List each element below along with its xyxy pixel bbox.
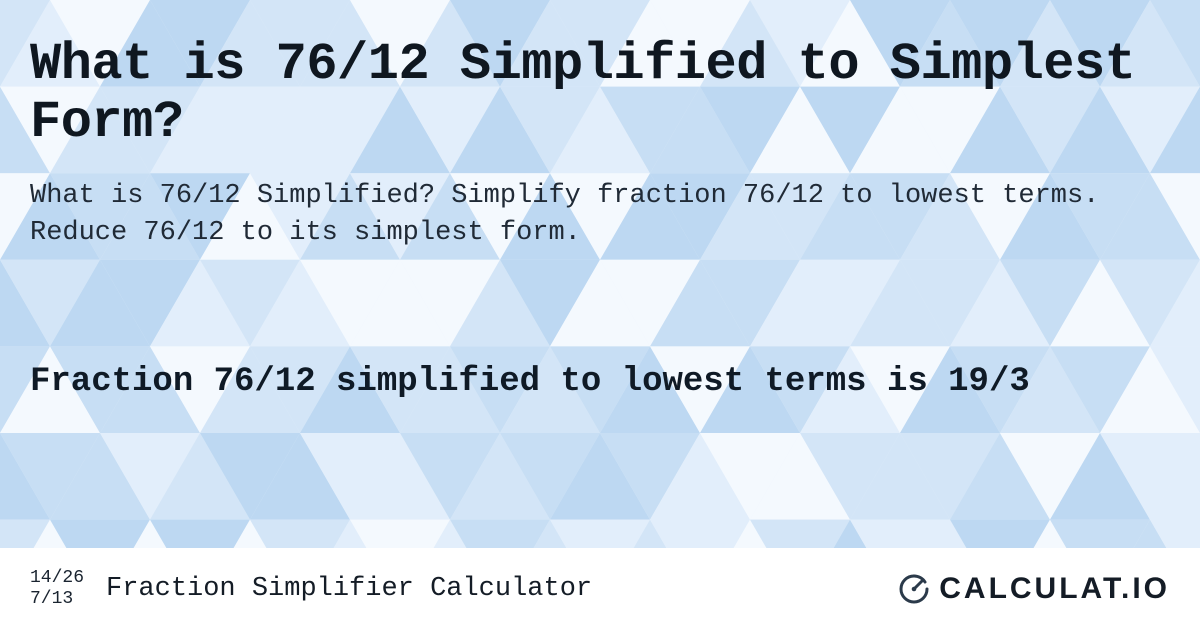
page-title: What is 76/12 Simplified to Simplest For… (30, 36, 1170, 152)
fraction-bottom: 7/13 (30, 589, 84, 610)
footer-title: Fraction Simplifier Calculator (106, 574, 592, 604)
gauge-icon (897, 572, 931, 606)
fraction-logo: 14/26 7/13 (30, 568, 84, 609)
result-heading: Fraction 76/12 simplified to lowest term… (30, 361, 1170, 404)
footer-left: 14/26 7/13 Fraction Simplifier Calculato… (30, 568, 592, 609)
brand: CALCULAT.IO (897, 572, 1170, 606)
fraction-top: 14/26 (30, 568, 84, 589)
brand-name: CALCULAT.IO (939, 572, 1170, 606)
page-description: What is 76/12 Simplified? Simplify fract… (30, 178, 1170, 251)
main-content: What is 76/12 Simplified to Simplest For… (0, 0, 1200, 404)
footer-bar: 14/26 7/13 Fraction Simplifier Calculato… (0, 548, 1200, 630)
